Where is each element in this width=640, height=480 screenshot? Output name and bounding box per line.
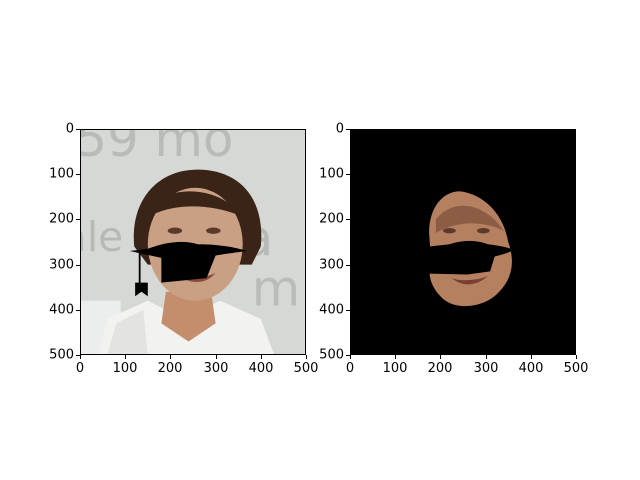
x-tick-label: 0 xyxy=(345,361,355,376)
right-segmented-image xyxy=(350,129,576,355)
x-tick xyxy=(350,355,351,359)
x-tick xyxy=(440,355,441,359)
y-tick xyxy=(76,355,80,356)
y-tick xyxy=(76,129,80,130)
left-photo-image: 59 mo ale a m xyxy=(80,129,306,355)
y-tick-label: 400 xyxy=(49,302,74,318)
x-tick xyxy=(576,355,577,359)
y-tick xyxy=(76,174,80,175)
x-tick xyxy=(395,355,396,359)
y-tick-label: 200 xyxy=(319,211,344,227)
x-tick-label: 400 xyxy=(518,361,544,376)
x-tick xyxy=(261,355,262,359)
x-tick-label: 0 xyxy=(75,361,85,376)
x-tick-label: 300 xyxy=(473,361,499,376)
y-tick-label: 100 xyxy=(319,166,344,182)
x-tick-label: 100 xyxy=(112,361,138,376)
y-tick xyxy=(346,310,350,311)
x-tick-label: 500 xyxy=(563,361,589,376)
svg-text:ale: ale xyxy=(80,213,123,261)
y-tick-label: 100 xyxy=(49,166,74,182)
x-tick xyxy=(306,355,307,359)
x-tick-label: 400 xyxy=(248,361,274,376)
svg-text:59 mo: 59 mo xyxy=(80,129,233,168)
x-tick-label: 200 xyxy=(157,361,183,376)
y-tick-label: 0 xyxy=(335,121,344,137)
y-tick-label: 0 xyxy=(65,121,74,137)
y-tick-label: 500 xyxy=(319,347,344,363)
x-tick xyxy=(125,355,126,359)
y-tick-label: 400 xyxy=(319,302,344,318)
y-tick xyxy=(346,355,350,356)
x-tick-label: 200 xyxy=(427,361,453,376)
y-tick xyxy=(346,174,350,175)
y-tick-label: 300 xyxy=(319,257,344,273)
x-tick xyxy=(170,355,171,359)
y-tick xyxy=(76,265,80,266)
y-tick-label: 500 xyxy=(49,347,74,363)
y-tick-label: 200 xyxy=(49,211,74,227)
left-image-panel: 59 mo ale a m 01002003004005000100200300… xyxy=(49,122,318,377)
y-tick xyxy=(76,219,80,220)
x-tick-label: 300 xyxy=(203,361,229,376)
x-tick xyxy=(531,355,532,359)
y-tick xyxy=(76,310,80,311)
x-tick-label: 500 xyxy=(293,361,319,376)
svg-text:m: m xyxy=(252,259,300,317)
x-tick-label: 100 xyxy=(382,361,408,376)
x-tick xyxy=(486,355,487,359)
y-tick xyxy=(346,265,350,266)
x-tick xyxy=(80,355,81,359)
y-tick xyxy=(346,219,350,220)
right-image-panel: 0 100 200 300 400 500 0 100 200 300 400 500 xyxy=(319,122,588,377)
x-tick xyxy=(216,355,217,359)
y-tick xyxy=(346,129,350,130)
y-tick-label: 300 xyxy=(49,257,74,273)
